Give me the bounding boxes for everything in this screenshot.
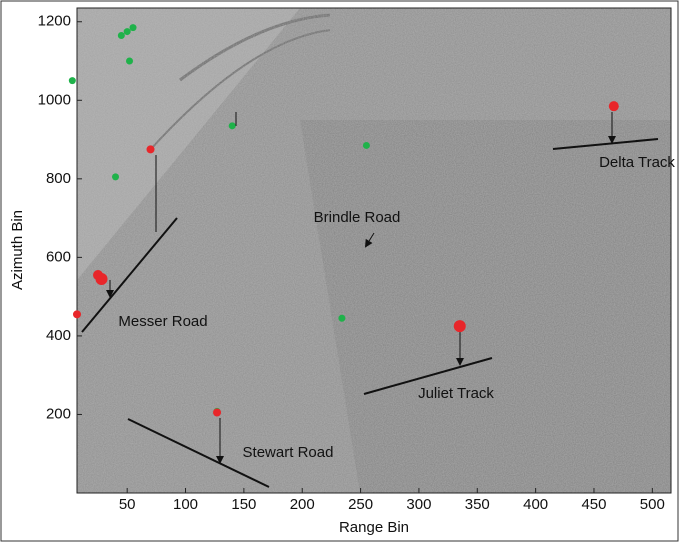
x-tick-label: 350 <box>465 496 490 513</box>
annotation: Delta Track <box>599 154 675 171</box>
point <box>118 32 125 39</box>
y-tick-label: 800 <box>46 170 71 187</box>
x-axis-label: Range Bin <box>339 519 409 536</box>
x-tick-label: 450 <box>581 496 606 513</box>
point <box>229 122 236 129</box>
y-tick-label: 600 <box>46 248 71 265</box>
x-tick-label: 150 <box>231 496 256 513</box>
x-tick-label: 250 <box>348 496 373 513</box>
point <box>73 310 81 318</box>
x-tick-label: 300 <box>406 496 431 513</box>
point <box>96 273 108 285</box>
point <box>454 320 466 332</box>
chart: Delta Track Brindle Road Messer Road Jul… <box>0 0 679 542</box>
point <box>338 315 345 322</box>
x-tick-label: 100 <box>173 496 198 513</box>
y-tick-label: 1200 <box>38 13 71 30</box>
point <box>69 77 76 84</box>
annotation: Stewart Road <box>243 444 334 461</box>
annotation: Brindle Road <box>314 209 401 226</box>
point <box>126 58 133 65</box>
point <box>130 24 137 31</box>
x-tick-label: 500 <box>640 496 665 513</box>
x-tick-label: 50 <box>119 496 136 513</box>
point <box>213 408 221 416</box>
point <box>112 173 119 180</box>
x-tick-label: 200 <box>290 496 315 513</box>
point <box>147 145 155 153</box>
point <box>609 101 619 111</box>
point <box>124 28 131 35</box>
y-tick-label: 1000 <box>38 91 71 108</box>
point <box>363 142 370 149</box>
y-axis-label: Azimuth Bin <box>9 210 26 290</box>
annotation: Juliet Track <box>418 385 494 402</box>
y-tick-label: 200 <box>46 405 71 422</box>
sar-image <box>77 8 671 493</box>
annotation: Messer Road <box>118 313 207 330</box>
x-tick-label: 400 <box>523 496 548 513</box>
y-tick-label: 400 <box>46 327 71 344</box>
